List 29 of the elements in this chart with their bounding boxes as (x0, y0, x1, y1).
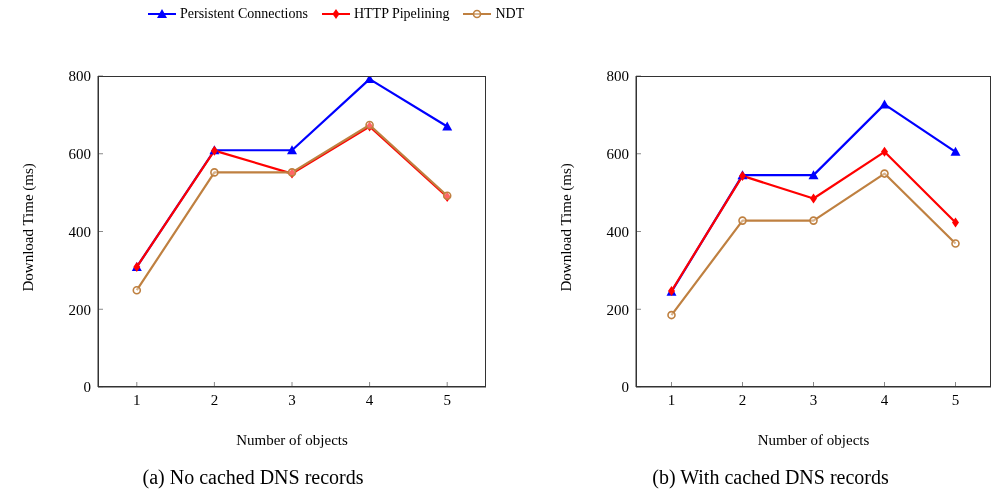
x-tick-label: 4 (880, 391, 889, 408)
legend-label: Persistent Connections (180, 6, 308, 22)
y-tick-label: 800 (68, 68, 91, 85)
legend-label: HTTP Pipelining (353, 6, 450, 22)
x-tick-label: 3 (288, 391, 296, 408)
y-tick-label: 0 (621, 379, 629, 396)
text: (a) No cached DNS records (141, 466, 365, 489)
x-axis-title: Number of objects (757, 432, 870, 448)
y-tick-label: 600 (68, 146, 91, 163)
x-tick-label: 1 (667, 391, 676, 408)
y-tick-label: 200 (68, 301, 91, 318)
legend-label: NDT (495, 6, 525, 22)
x-axis-title: Number of objects (236, 432, 348, 448)
y-tick-label: 0 (83, 379, 91, 396)
x-tick-label: 1 (133, 391, 141, 408)
x-tick-label: 5 (951, 391, 960, 408)
y-axis-title: Download Time (ms) (558, 163, 576, 292)
y-tick-label: 800 (606, 68, 629, 85)
text: (b) With cached DNS records (651, 466, 890, 489)
y-tick-label: 400 (68, 223, 91, 240)
y-tick-label: 200 (606, 301, 629, 318)
x-tick-label: 2 (210, 391, 219, 408)
x-tick-label: 4 (365, 391, 374, 408)
x-tick-label: 2 (738, 391, 747, 408)
y-tick-label: 600 (606, 146, 629, 163)
y-axis-title: Download Time (ms) (20, 163, 38, 292)
x-tick-label: 5 (443, 391, 451, 408)
x-tick-label: 3 (809, 391, 818, 408)
y-tick-label: 400 (606, 223, 629, 240)
